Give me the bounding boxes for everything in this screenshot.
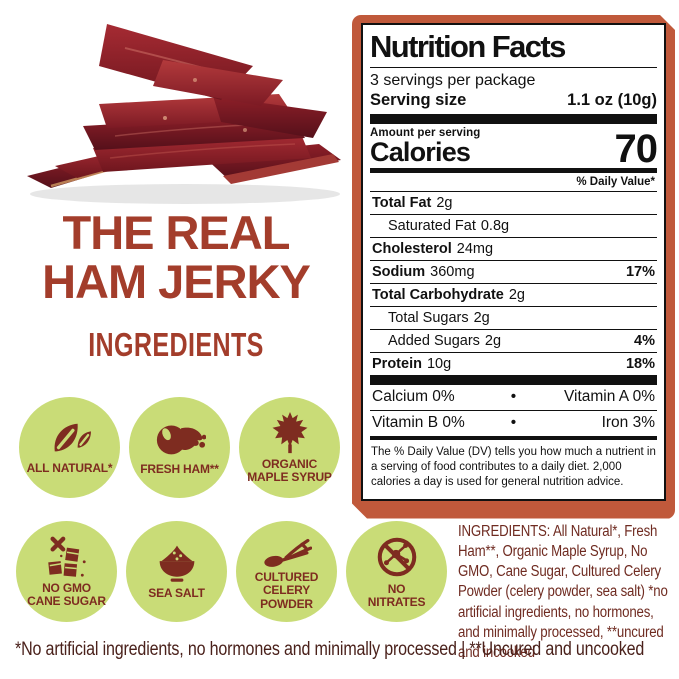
serving-size-label: Serving size — [370, 90, 467, 109]
nutrition-facts-panel: Nutrition Facts 3 servings per package S… — [352, 15, 675, 519]
nutrition-row-saturated-fat: Saturated Fat 0.8g — [370, 215, 657, 238]
leaves-icon — [47, 419, 93, 459]
amount-per-serving-label: Amount per serving — [370, 126, 481, 139]
calories-label: Calories — [370, 136, 471, 167]
nutrition-row-cholesterol: Cholesterol 24mg — [370, 238, 657, 261]
badge-label: NO GMO CANE SUGAR — [27, 580, 106, 608]
celery-powder-icon — [262, 532, 312, 568]
badge-organic-maple-syrup: ORGANIC MAPLE SYRUP — [239, 397, 340, 498]
divider-thick — [370, 114, 657, 124]
sugar-cubes-icon — [44, 535, 90, 579]
bullet-separator: • — [510, 414, 517, 432]
nutrition-row-total-fat: Total Fat 2g — [370, 192, 657, 215]
bullet-separator: • — [510, 388, 517, 406]
calories-value: 70 — [614, 126, 657, 171]
badge-cultured-celery-powder: CULTURED CELERY POWDER — [236, 521, 337, 622]
salt-bowl-icon — [155, 542, 199, 584]
no-nitrates-icon — [374, 534, 420, 580]
badge-sea-salt: SEA SALT — [126, 521, 227, 622]
badge-no-gmo-cane-sugar: NO GMO CANE SUGAR — [16, 521, 117, 622]
badge-label: CULTURED CELERY POWDER — [254, 569, 319, 611]
calories-block: Amount per serving Calories 70 — [370, 124, 657, 168]
legal-footnote: *No artificial ingredients, no hormones … — [15, 639, 645, 660]
badge-label: FRESH HAM** — [140, 462, 219, 477]
title-line-2: HAM JERKY — [42, 255, 311, 309]
daily-value-footnote: The % Daily Value (DV) tells you how muc… — [371, 445, 656, 488]
servings-per-package: 3 servings per package — [370, 71, 536, 89]
badge-fresh-ham: FRESH HAM** — [129, 397, 230, 498]
badge-label: NO NITRATES — [367, 581, 426, 609]
nutrition-row-sodium: Sodium 360mg 17% — [370, 261, 657, 284]
badge-no-nitrates: NO NITRATES — [346, 521, 447, 622]
jerky-photo — [14, 8, 346, 208]
nutrition-row-total-sugars: Total Sugars 2g — [370, 307, 657, 330]
badge-label: ORGANIC MAPLE SYRUP — [247, 456, 332, 484]
nutrition-row-protein: Protein 10g 18% — [372, 355, 655, 372]
badge-label: SEA SALT — [148, 586, 205, 601]
vitamin-row-2: Vitamin B 0% • Iron 3% — [372, 414, 655, 432]
ingredients-paragraph: INGREDIENTS: All Natural*, Fresh Ham**, … — [458, 523, 668, 661]
divider-thick — [370, 375, 657, 385]
ingredients-heading: INGREDIENTS — [88, 326, 264, 363]
nutrition-facts-title: Nutrition Facts — [370, 31, 657, 68]
page-title: THE REAL HAM JERKY — [0, 208, 352, 307]
badge-all-natural: ALL NATURAL* — [19, 397, 120, 498]
nutrition-facts-inner: Nutrition Facts 3 servings per package S… — [361, 23, 666, 501]
title-line-1: THE REAL — [62, 206, 291, 259]
divider-medium — [370, 168, 657, 173]
nutrition-row-added-sugars: Added Sugars 2g 4% — [370, 330, 657, 353]
badge-row-2: NO GMO CANE SUGAR SEA SALT — [16, 521, 447, 622]
daily-value-header: % Daily Value* — [370, 173, 657, 192]
vitamin-row-1: Calcium 0% • Vitamin A 0% — [370, 385, 657, 411]
maple-leaf-icon — [269, 411, 311, 455]
badge-row-1: ALL NATURAL* FRESH HAM** OR — [19, 397, 340, 498]
badge-label: ALL NATURAL* — [26, 461, 113, 476]
jerky-stack-illustration — [27, 24, 341, 204]
nutrition-row-total-carbohydrate: Total Carbohydrate 2g — [370, 284, 657, 307]
divider-medium — [370, 436, 657, 440]
serving-size-row: Serving size 1.1 oz (10g) — [370, 90, 657, 114]
serving-size-value: 1.1 oz (10g) — [567, 90, 657, 109]
ham-icon — [154, 418, 206, 460]
